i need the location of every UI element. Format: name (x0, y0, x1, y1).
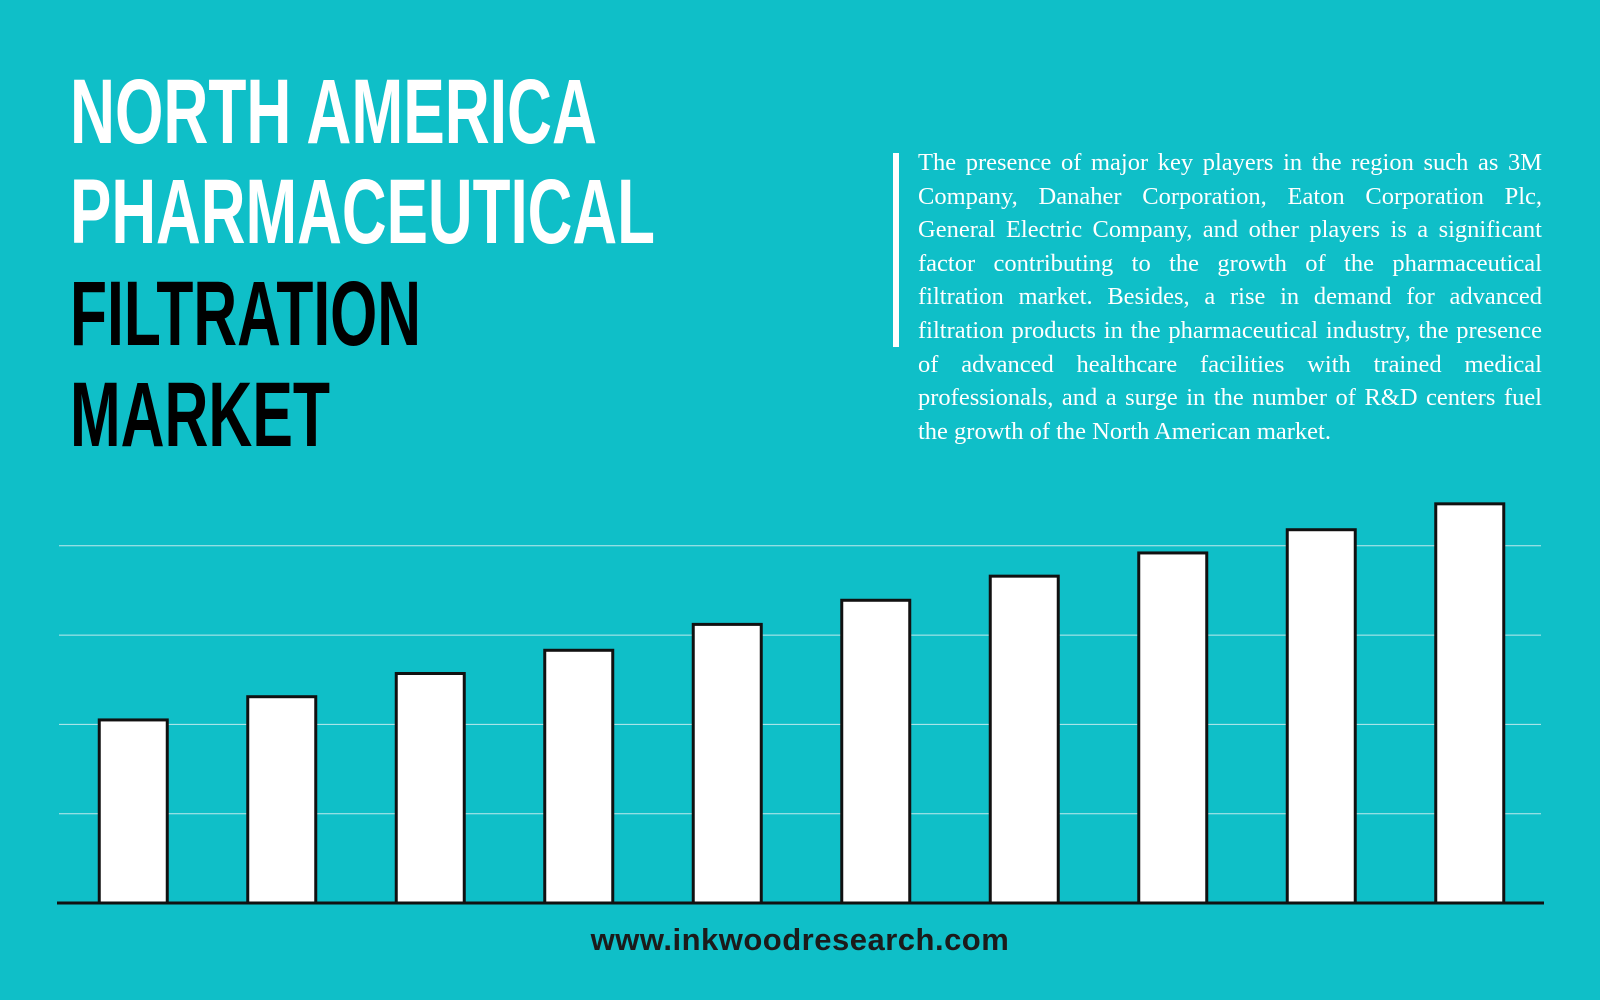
title-line: PHARMACEUTICAL (70, 161, 655, 263)
bar (1285, 528, 1357, 905)
description: The presence of major key players in the… (918, 149, 1542, 445)
bar (543, 648, 615, 905)
bar (97, 718, 169, 905)
title-line: FILTRATION (70, 263, 421, 365)
bar (1434, 502, 1506, 905)
bar (394, 671, 466, 905)
title-line: MARKET (70, 364, 330, 466)
accent-bar (893, 153, 899, 347)
title-line: NORTH AMERICA (70, 61, 597, 163)
bar (691, 622, 763, 905)
bar (1137, 551, 1209, 905)
bar (988, 574, 1060, 905)
bar (840, 598, 912, 905)
website: www.inkwoodresearch.com (590, 922, 1010, 957)
bar (246, 695, 318, 905)
